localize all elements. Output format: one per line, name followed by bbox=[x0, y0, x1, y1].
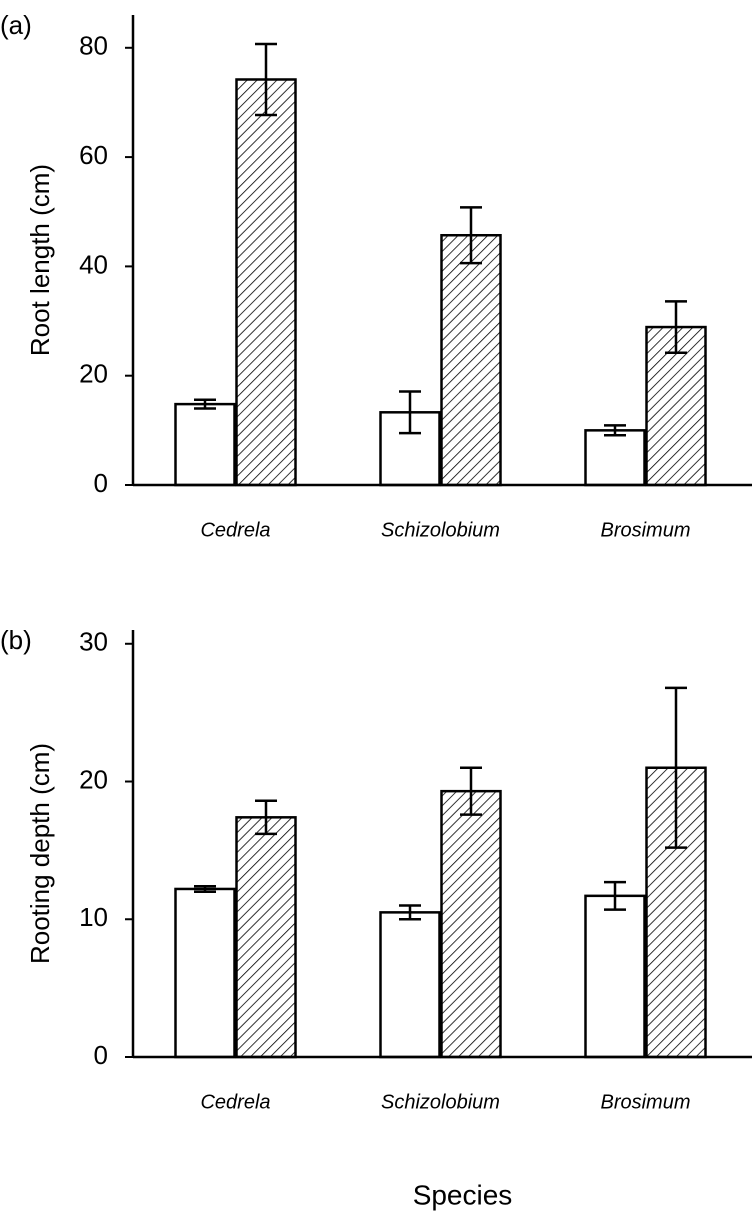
error-bar bbox=[194, 884, 216, 893]
bar bbox=[379, 911, 441, 1059]
error-bar bbox=[194, 398, 216, 410]
bar bbox=[235, 816, 297, 1059]
x-tick-label: Brosimum bbox=[600, 1091, 690, 1113]
bar bbox=[584, 894, 646, 1059]
bar bbox=[584, 429, 646, 487]
y-axis-label: Rooting depth (cm) bbox=[25, 743, 55, 964]
bar bbox=[174, 887, 236, 1059]
y-tick-label: 0 bbox=[94, 468, 108, 498]
error-bar bbox=[460, 766, 482, 816]
x-tick-label: Brosimum bbox=[600, 519, 690, 541]
error-bar bbox=[399, 904, 421, 921]
bar bbox=[440, 233, 502, 487]
y-tick-label: 20 bbox=[79, 764, 108, 794]
x-tick-label: Cedrela bbox=[200, 1091, 270, 1113]
panel-label: (a) bbox=[0, 10, 32, 40]
y-axis-label: Root length (cm) bbox=[25, 164, 55, 356]
error-bar bbox=[255, 799, 277, 836]
x-tick-label: Schizolobium bbox=[381, 519, 500, 541]
y-tick-label: 20 bbox=[79, 359, 108, 389]
x-tick-label: Cedrela bbox=[200, 519, 270, 541]
error-bar bbox=[460, 206, 482, 265]
y-tick-label: 80 bbox=[79, 31, 108, 61]
y-tick-label: 10 bbox=[79, 902, 108, 932]
panel-label: (b) bbox=[0, 625, 32, 655]
bar bbox=[174, 402, 236, 487]
error-bar bbox=[604, 880, 626, 911]
error-bar bbox=[399, 390, 421, 435]
y-tick-label: 0 bbox=[94, 1040, 108, 1070]
bar bbox=[235, 78, 297, 487]
error-bar bbox=[665, 686, 687, 849]
error-bar bbox=[604, 424, 626, 437]
y-tick-label: 60 bbox=[79, 140, 108, 170]
error-bar bbox=[255, 42, 277, 117]
bar bbox=[440, 789, 502, 1059]
x-axis-label: Species bbox=[413, 1179, 513, 1210]
y-tick-label: 30 bbox=[79, 627, 108, 657]
y-tick-label: 40 bbox=[79, 249, 108, 279]
x-tick-label: Schizolobium bbox=[381, 1091, 500, 1113]
error-bar bbox=[665, 300, 687, 354]
